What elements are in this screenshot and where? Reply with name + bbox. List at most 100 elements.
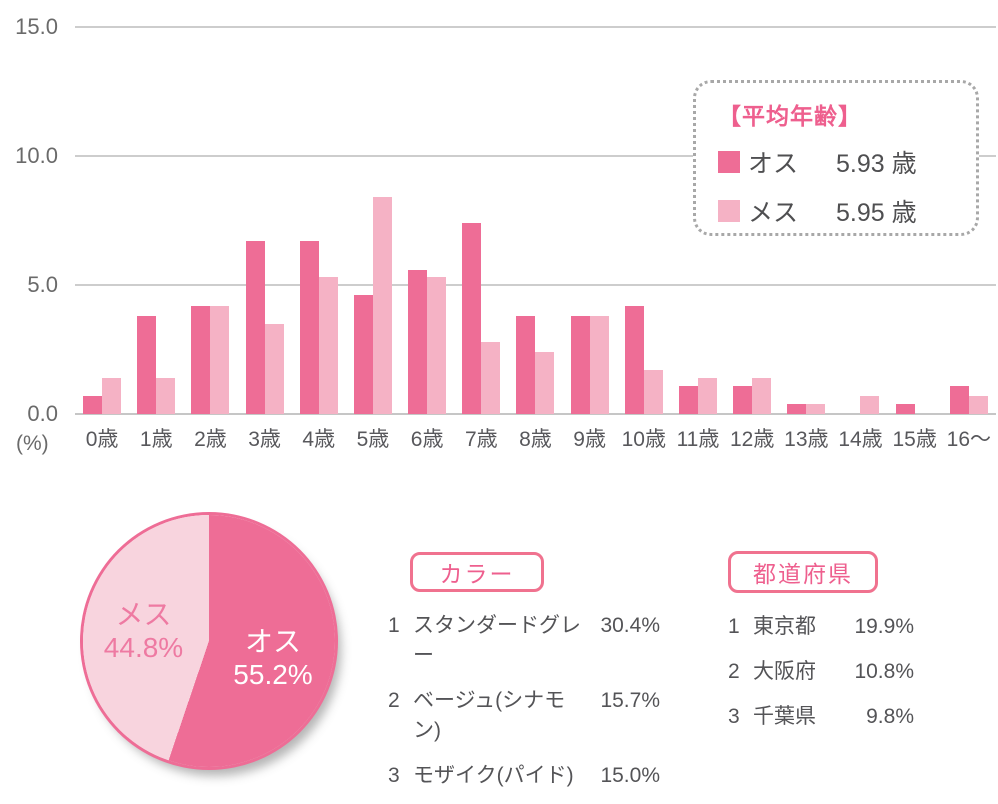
value: 10.8% [854,660,914,683]
bar-group-8歳: 8歳 [508,27,562,451]
bar-group-13歳: 13歳 [779,27,833,451]
bar-female-9歳 [589,315,609,414]
bar-male-4歳 [299,241,319,414]
bar-female-8歳 [535,352,555,414]
bar-groups: 0歳 1歳 2歳 3歳 4歳 5歳 6歳 7歳 8歳 9歳 10歳 11歳 12歳 13歳 14歳 15歳 16… [75,27,996,451]
rank: 1 [728,615,740,638]
bar-pair [895,27,934,414]
rank: 1 [388,614,400,637]
color-table-rows: 1 スタンダードグレー 30.4% 2 ベージュ(シナモン) 15.7% 3 モザイク(パイド… [388,609,660,789]
bar-pair [841,27,880,414]
bar-female-2歳 [210,305,230,414]
bar-female-3歳 [264,323,284,414]
bar-male-13歳 [787,403,807,414]
color-table-title: カラー [439,561,515,587]
prefecture-table-header: 都道府県 [728,551,878,593]
age-distribution-bar-chart: 0歳 1歳 2歳 3歳 4歳 5歳 6歳 7歳 8歳 9歳 10歳 11歳 12歳 13歳 14歳 15歳 16… [75,26,996,451]
bar-group-5歳: 5歳 [346,27,400,451]
bar-group-15歳: 15歳 [888,27,942,451]
x-axis-label-2歳: 2歳 [194,428,227,451]
gridline [75,283,996,286]
legend-row-male: オス 5.93 歳 [718,144,976,180]
pie-label-female: メス 44.8% [81,598,206,664]
x-axis-label-1歳: 1歳 [139,428,173,451]
bar-group-6歳: 6歳 [400,27,454,451]
rank: 3 [388,764,400,787]
pie-male-percent: 55.2% [233,659,313,690]
y-axis-label-10.0: 10.0 [15,143,58,168]
bar-pair [516,27,555,414]
bar-female-1歳 [156,377,176,414]
x-axis-baseline [75,413,996,415]
name: 東京都 [753,615,816,638]
bar-group-9歳: 9歳 [563,27,617,451]
bar-female-14歳 [860,395,880,414]
bar-female-16〜 [968,395,988,414]
legend-row-female: メス 5.95 歳 [718,193,976,229]
x-axis-label-4歳: 4歳 [302,428,336,451]
value: 15.7% [600,689,660,712]
name: スタンダードグレー [413,614,581,667]
x-axis-label-11歳: 11歳 [676,428,720,451]
bar-group-0歳: 0歳 [75,27,129,451]
male-swatch-icon [718,151,740,173]
x-axis-label-10歳: 10歳 [621,428,666,451]
pie-male-name: オス [244,626,301,657]
color-row-1: 1 スタンダードグレー 30.4% [388,609,660,669]
bar-group-3歳: 3歳 [238,27,292,451]
bar-male-9歳 [570,315,590,414]
x-axis-label-9歳: 9歳 [573,428,606,451]
prefecture-table-rows: 1 東京都 19.9% 2 大阪府 10.8% 3 千葉県 9.8% [728,610,914,730]
bar-group-10歳: 10歳 [617,27,671,451]
bar-pair [624,27,663,414]
bar-pair [137,27,176,414]
bar-pair [678,27,717,414]
female-swatch-icon [718,200,740,222]
pie-label-male: オス 55.2% [207,625,339,691]
color-row-3: 3 モザイク(パイド) 15.0% [388,759,660,789]
bar-pair [408,27,447,414]
bar-male-11歳 [678,385,698,414]
bar-pair [245,27,284,414]
gridline [75,154,996,157]
bar-pair [787,27,826,414]
name: 千葉県 [753,705,816,728]
bar-pair [462,27,501,414]
bar-group-12歳: 12歳 [725,27,779,451]
x-axis-label-12歳: 12歳 [729,428,775,451]
bar-male-12歳 [733,385,753,414]
bar-group-7歳: 7歳 [454,27,508,451]
name: 大阪府 [753,660,816,683]
x-axis-label-3歳: 3歳 [248,428,281,451]
x-axis-label-6歳: 6歳 [410,428,444,451]
bar-female-6歳 [427,277,447,414]
bar-male-0歳 [83,395,103,414]
bar-pair [949,27,988,414]
prefecture-ranking-table: 都道府県 1 東京都 19.9% 2 大阪府 10.8% 3 千葉県 9.8% [728,551,914,745]
legend-value: 5.93 歳 [836,150,917,178]
legend-value: 5.95 歳 [836,199,917,227]
x-axis-label-7歳: 7歳 [464,428,498,451]
bar-pair [299,27,338,414]
average-age-legend-box: 【平均年齢】 オス 5.93 歳メス 5.95 歳 [693,80,979,236]
bar-pair [83,27,122,414]
name: ベージュ(シナモン) [413,689,566,742]
bar-group-14歳: 14歳 [833,27,887,451]
bar-male-15歳 [895,403,915,414]
bar-female-7歳 [481,341,501,414]
bar-female-13歳 [806,403,826,414]
x-axis-label-13歳: 13歳 [784,428,829,451]
pie-female-percent: 44.8% [103,632,184,663]
bar-male-3歳 [245,241,265,414]
x-axis-label-5歳: 5歳 [356,428,390,451]
value: 19.9% [854,615,914,638]
bar-group-1歳: 1歳 [129,27,183,451]
bar-male-16〜 [949,385,969,414]
bar-female-11歳 [697,377,717,414]
bar-male-6歳 [408,269,428,414]
pie-female-name: メス [115,599,172,630]
bar-female-12歳 [752,377,772,414]
bar-pair [733,27,772,414]
y-axis-label-5.0: 5.0 [27,272,58,297]
y-axis-unit-label: (%) [16,432,49,455]
